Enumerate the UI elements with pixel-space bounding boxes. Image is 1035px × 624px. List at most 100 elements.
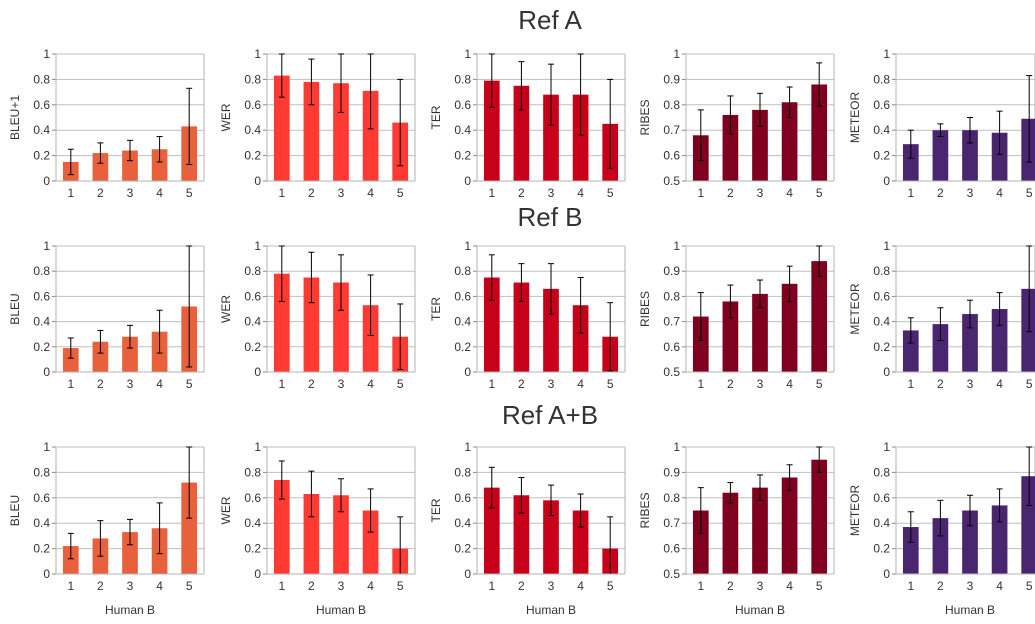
bar (483, 80, 500, 181)
y-tick-label: 1 (673, 239, 680, 253)
x-tick-label: 5 (1026, 186, 1033, 200)
x-tick-label: 3 (757, 186, 764, 200)
x-tick-label: 4 (156, 186, 163, 200)
x-axis-label: Human B (316, 603, 366, 617)
x-tick-label: 5 (816, 579, 823, 593)
y-tick-label: 0.7 (663, 123, 680, 137)
bar (902, 527, 919, 574)
y-tick-label: 0.5 (663, 365, 680, 379)
x-tick-label: 3 (757, 579, 764, 593)
panel-ref-a-ribes: 0.5 0.6 0.7 0.8 0.9 1 RIBES 1 2 3 4 5 (638, 47, 835, 200)
y-tick-label: 0.6 (33, 491, 50, 505)
row-title-3: Ref A+B (502, 400, 598, 430)
y-tick-label: 0 (464, 567, 471, 581)
x-tick-label: 1 (907, 186, 914, 200)
bar (752, 109, 768, 181)
y-tick-label: 0.6 (244, 98, 261, 112)
bar (151, 149, 168, 181)
y-tick-label: 0.8 (663, 289, 680, 303)
y-tick-label: 0 (43, 174, 50, 188)
x-tick-label: 2 (727, 579, 734, 593)
y-axis-label: METEOR (848, 485, 862, 537)
bar (932, 130, 949, 181)
y-tick-label: 0.2 (33, 542, 50, 556)
panel-ref-a-wer: 0 0.2 0.4 0.6 0.8 1 WER 1 2 3 4 5 (219, 47, 416, 200)
bar (333, 83, 349, 181)
bar (811, 84, 828, 181)
y-tick-label: 0 (883, 567, 890, 581)
x-tick-label: 1 (278, 579, 285, 593)
bar (932, 518, 949, 574)
y-tick-label: 1 (673, 47, 680, 61)
y-tick-label: 1 (43, 47, 50, 61)
bar (991, 309, 1008, 372)
y-tick-label: 0 (43, 365, 50, 379)
x-tick-label: 4 (367, 186, 374, 200)
bar (303, 81, 320, 181)
y-tick-label: 0.6 (663, 149, 680, 163)
bar (1021, 288, 1035, 372)
x-tick-label: 4 (786, 579, 793, 593)
bar (543, 94, 559, 181)
x-tick-label: 4 (996, 186, 1003, 200)
bar (362, 510, 379, 574)
y-tick-label: 0.6 (873, 98, 890, 112)
y-tick-label: 0.6 (33, 98, 50, 112)
bar (92, 341, 109, 372)
y-tick-label: 0.4 (33, 123, 50, 137)
y-axis-label: METEOR (848, 92, 862, 144)
y-tick-label: 1 (883, 47, 890, 61)
bar (781, 283, 798, 372)
x-tick-label: 5 (397, 579, 404, 593)
bar (333, 495, 349, 574)
x-tick-label: 3 (127, 186, 134, 200)
y-tick-label: 0 (883, 365, 890, 379)
y-tick-label: 0.8 (663, 98, 680, 112)
y-tick-label: 1 (254, 440, 261, 454)
y-tick-label: 0.6 (454, 491, 471, 505)
panel-ref-a-b-meteor: 0 0.2 0.4 0.6 0.8 1 METEOR 1 2 3 4 5 Human B (848, 440, 1035, 617)
x-tick-label: 2 (97, 579, 104, 593)
y-tick-label: 0.8 (454, 72, 471, 86)
bar (752, 487, 768, 574)
x-tick-label: 5 (186, 377, 193, 391)
x-tick-label: 1 (697, 377, 704, 391)
x-tick-label: 3 (548, 579, 555, 593)
bar (122, 150, 138, 181)
bar (333, 282, 349, 372)
bar (303, 493, 320, 574)
bar (543, 288, 559, 372)
bar (181, 482, 198, 574)
y-tick-label: 1 (43, 239, 50, 253)
y-axis-label: TER (429, 297, 443, 321)
x-tick-label: 4 (577, 579, 584, 593)
y-tick-label: 0 (43, 567, 50, 581)
panel-ref-a-ter: 0 0.2 0.4 0.6 0.8 1 TER 1 2 3 4 5 (429, 47, 626, 200)
y-tick-label: 0.5 (663, 567, 680, 581)
y-tick-label: 0.2 (873, 542, 890, 556)
y-axis-label: WER (219, 295, 233, 323)
bar (1021, 476, 1035, 574)
y-axis-label: BLEU+1 (8, 95, 22, 140)
x-tick-label: 3 (757, 377, 764, 391)
x-axis-label: Human B (526, 603, 576, 617)
y-tick-label: 1 (464, 47, 471, 61)
y-tick-label: 0 (254, 567, 261, 581)
bar (811, 261, 828, 372)
x-tick-label: 1 (67, 579, 74, 593)
x-tick-label: 5 (607, 377, 614, 391)
x-tick-label: 3 (338, 186, 345, 200)
x-tick-label: 2 (308, 186, 315, 200)
x-tick-label: 4 (156, 377, 163, 391)
x-tick-label: 4 (996, 377, 1003, 391)
y-tick-label: 0.4 (873, 516, 890, 530)
x-tick-label: 4 (367, 377, 374, 391)
bar (692, 510, 709, 574)
panel-ref-a-bleu: 0 0.2 0.4 0.6 0.8 1 BLEU+1 1 2 3 4 5 (8, 47, 205, 200)
panel-ref-a-meteor: 0 0.2 0.4 0.6 0.8 1 METEOR 1 2 3 4 5 (848, 47, 1035, 200)
y-tick-label: 0.2 (33, 340, 50, 354)
x-tick-label: 3 (127, 579, 134, 593)
y-tick-label: 0 (254, 365, 261, 379)
x-tick-label: 4 (156, 579, 163, 593)
y-axis-label: RIBES (638, 291, 652, 327)
